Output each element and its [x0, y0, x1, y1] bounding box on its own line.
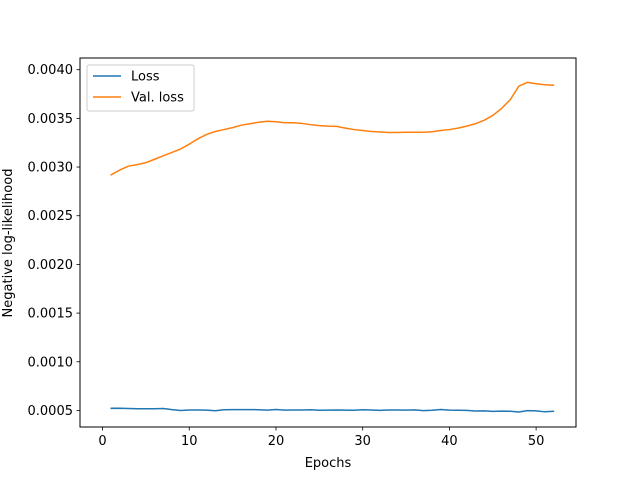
series-line-val-loss [110, 81, 555, 176]
plot-area-frame [79, 57, 577, 428]
x-tick-label: 30 [354, 434, 371, 449]
y-tick-label: 0.0040 [28, 63, 74, 78]
plot-lines [110, 81, 555, 413]
x-tick-label: 0 [98, 434, 106, 449]
y-tick-label: 0.0035 [28, 112, 74, 127]
y-tick-label: 0.0005 [28, 404, 74, 419]
series-line-loss [110, 407, 555, 413]
x-axis-ticks: 0 10 20 30 40 50 [98, 427, 544, 449]
x-tick-label: 50 [528, 434, 545, 449]
x-tick-label: 40 [441, 434, 458, 449]
x-axis-title: Epochs [305, 456, 352, 471]
y-tick-label: 0.0010 [28, 355, 74, 370]
legend-label-val-loss: Val. loss [131, 91, 184, 106]
y-tick-label: 0.0030 [28, 161, 74, 176]
x-tick-label: 10 [181, 434, 198, 449]
y-tick-label: 0.0020 [28, 258, 74, 273]
legend: Loss Val. loss [86, 64, 195, 112]
legend-label-loss: Loss [131, 70, 160, 85]
y-axis-ticks: 0.0005 0.0010 0.0015 0.0020 0.0025 0.0030 0.00… [28, 63, 80, 419]
y-tick-label: 0.0025 [28, 209, 74, 224]
y-tick-label: 0.0015 [28, 307, 74, 322]
x-tick-label: 20 [268, 434, 285, 449]
y-axis-title: Negative log-likelihood [1, 169, 16, 318]
